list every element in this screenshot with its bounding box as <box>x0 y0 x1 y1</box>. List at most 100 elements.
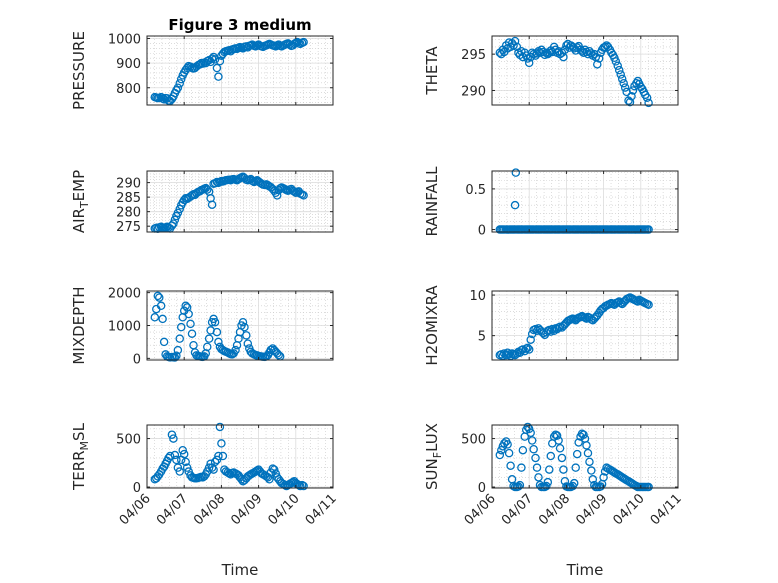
data-point <box>167 430 177 439</box>
subplot-sun-flux: 0 500 SUNFLUX 04/06 04/07 04/08 04/09 04/10 04/1… <box>423 422 685 579</box>
y-tick-label: 1000 <box>108 320 141 335</box>
subplot-mixdepth: 0 1000 2000 MIXDEPTH <box>70 286 334 367</box>
data-point <box>599 473 608 482</box>
data-point <box>527 436 537 445</box>
data-point <box>531 453 540 463</box>
data-point <box>156 301 166 311</box>
data-point <box>214 451 223 461</box>
y-tick-label: 5 <box>478 330 486 345</box>
data-point <box>170 353 180 362</box>
y-tick-label: 800 <box>116 82 141 97</box>
data-point <box>569 478 579 488</box>
x-tick-label: 04/11 <box>303 491 340 528</box>
data-point <box>204 463 214 472</box>
data-point <box>509 481 518 491</box>
data-point <box>299 191 308 200</box>
data-point <box>238 317 248 327</box>
y-tick-label: 0.5 <box>465 183 486 198</box>
data-point <box>593 60 602 69</box>
data-point <box>515 480 525 490</box>
subplot-terr-msl: 0 500 TERRMSL 04/06 04/07 04/08 04/09 04/10 04/1… <box>70 422 340 579</box>
data-point <box>543 477 553 487</box>
y-tick-label: 0 <box>478 224 486 239</box>
data-point <box>616 70 625 79</box>
data-point <box>511 168 521 177</box>
y-tick-label: 290 <box>461 84 486 99</box>
data-point <box>218 451 228 461</box>
data-point <box>594 54 604 63</box>
x-tick-label: 04/10 <box>266 491 303 528</box>
data-point <box>554 436 563 445</box>
data-point <box>500 439 509 448</box>
data-point <box>557 453 567 463</box>
data-point <box>545 465 554 474</box>
plot-area <box>492 171 678 232</box>
data-point <box>620 83 630 92</box>
y-axis-label: MIXDEPTH <box>70 286 88 364</box>
data-point <box>175 334 184 343</box>
data-point <box>153 291 163 301</box>
data-point <box>506 461 515 470</box>
x-tick-label: 04/07 <box>154 491 191 528</box>
y-tick-label: 900 <box>116 57 141 72</box>
x-tick-label: 04/11 <box>648 491 685 528</box>
y-axis-label: PRESSURE <box>70 31 88 110</box>
x-tick-label: 04/10 <box>611 491 648 528</box>
subplot-theta: 290 295 THETA <box>423 35 679 108</box>
data-point <box>203 185 212 194</box>
data-point <box>204 334 214 343</box>
data-point <box>552 431 562 440</box>
data-point <box>585 457 594 467</box>
y-axis-label: H2OMIXRA <box>423 285 441 366</box>
data-point <box>212 327 222 337</box>
data-point <box>571 463 580 472</box>
data-point <box>248 176 257 186</box>
data-point <box>559 465 568 474</box>
data-point <box>517 463 526 472</box>
y-tick-label: 500 <box>116 433 141 448</box>
data-point <box>184 309 193 319</box>
data-point <box>212 455 222 465</box>
y-tick-label: 280 <box>116 206 141 221</box>
data-point <box>150 313 160 322</box>
data-point <box>266 345 276 355</box>
y-tick-label: 0 <box>478 481 486 496</box>
y-tick-label: 1000 <box>108 32 141 47</box>
data-point <box>497 445 506 455</box>
data-point <box>495 450 505 460</box>
data-point <box>170 215 180 225</box>
data-point <box>504 448 514 458</box>
x-tick-label: 04/06 <box>117 491 154 528</box>
x-tick-label: 04/08 <box>536 491 573 528</box>
data-point <box>532 463 542 472</box>
data-point <box>512 42 522 52</box>
data-point <box>176 322 186 332</box>
x-tick-label: 04/08 <box>191 491 228 528</box>
data-point <box>173 345 183 355</box>
y-axis-label: TERRMSL <box>70 422 91 491</box>
data-point <box>210 55 220 64</box>
data-point <box>224 469 234 478</box>
y-axis-label: SUNFLUX <box>423 423 444 490</box>
data-point <box>240 322 249 332</box>
data-point <box>625 97 635 107</box>
x-tick-label: 04/09 <box>228 491 265 528</box>
data-point <box>534 473 543 482</box>
data-point <box>644 300 653 310</box>
data-point <box>274 350 283 360</box>
axes-box <box>146 35 334 106</box>
y-axis-label: AIRTEMP <box>70 170 91 233</box>
data-point <box>588 475 598 484</box>
data-point <box>579 430 588 439</box>
data-point <box>181 301 190 311</box>
x-axis-label: Time <box>566 561 604 579</box>
data-point <box>231 345 240 355</box>
data-point <box>175 204 184 214</box>
y-tick-label: 0 <box>133 481 141 496</box>
data-point <box>524 58 534 68</box>
data-point <box>207 200 217 209</box>
x-tick-label: 04/06 <box>462 491 499 528</box>
data-point <box>503 440 512 449</box>
data-point <box>269 465 279 474</box>
data-point <box>518 345 528 354</box>
